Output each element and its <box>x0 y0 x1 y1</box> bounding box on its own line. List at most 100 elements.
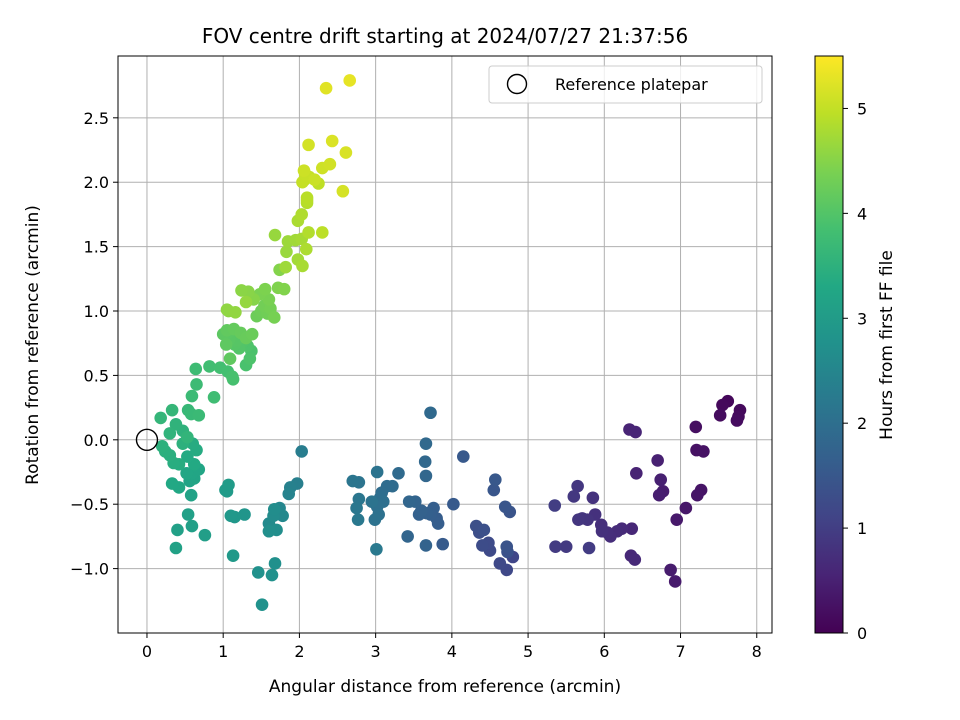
legend-label: Reference platepar <box>555 75 708 94</box>
data-point <box>419 469 433 483</box>
data-point <box>489 473 502 487</box>
data-point <box>180 466 193 480</box>
data-point <box>419 539 433 552</box>
data-point <box>339 146 353 159</box>
data-point <box>351 513 365 526</box>
x-axis-title: Angular distance from reference (arcmin) <box>269 677 621 697</box>
data-point <box>336 184 350 198</box>
y-axis-title: Rotation from reference (arcmin) <box>23 205 43 485</box>
data-point <box>368 513 382 526</box>
colorbar-tick-label: 1 <box>857 519 867 538</box>
y-tick-label: 2.5 <box>84 109 109 128</box>
data-point <box>549 540 562 554</box>
legend-marker-open-circle <box>506 73 528 95</box>
x-tick-label: 2 <box>294 642 304 661</box>
data-point <box>203 360 216 373</box>
data-point <box>456 450 470 463</box>
data-point <box>181 450 194 463</box>
data-point <box>185 389 199 403</box>
data-point <box>198 528 212 542</box>
grid-lines <box>118 56 772 633</box>
x-tick-label: 5 <box>523 642 533 661</box>
y-axis-ticks: −1.0 −0.5 0.0 0.5 1.0 1.5 2.0 2.5 <box>70 109 118 579</box>
reference-marker <box>135 428 159 452</box>
x-axis-ticks: 0 1 2 3 4 5 6 7 8 <box>142 633 762 661</box>
data-point <box>302 138 315 152</box>
data-point <box>447 497 460 511</box>
data-point <box>262 293 276 306</box>
data-point <box>243 352 257 365</box>
data-point <box>267 503 281 516</box>
data-point <box>181 430 194 444</box>
data-point <box>165 477 179 490</box>
data-point <box>493 557 507 570</box>
data-point <box>586 491 600 505</box>
data-point <box>268 557 282 570</box>
data-point <box>713 409 727 422</box>
data-point <box>415 504 428 517</box>
data-point <box>192 409 206 422</box>
data-point <box>498 500 512 514</box>
data-point <box>169 541 183 555</box>
data-point <box>154 411 167 425</box>
data-point <box>282 487 296 501</box>
data-point <box>219 338 233 351</box>
colorbar-tick-label: 4 <box>857 204 867 223</box>
data-point <box>190 378 203 391</box>
data-point <box>652 488 666 502</box>
data-point <box>255 598 269 611</box>
legend: Reference platepar <box>488 65 763 104</box>
data-point <box>500 540 514 554</box>
data-point <box>280 245 293 259</box>
data-point <box>431 517 445 530</box>
data-point <box>239 295 253 309</box>
data-point <box>184 488 198 502</box>
data-point <box>567 490 581 503</box>
data-point <box>323 157 337 171</box>
data-point <box>235 284 248 297</box>
x-tick-label: 6 <box>599 642 609 661</box>
colorbar-tick-label: 3 <box>857 309 867 328</box>
data-point <box>226 370 239 383</box>
data-point <box>691 488 704 502</box>
data-point <box>258 282 272 296</box>
y-tick-label: 2.0 <box>84 173 109 192</box>
data-point <box>185 519 199 533</box>
x-tick-label: 4 <box>447 642 457 661</box>
data-point <box>572 513 585 526</box>
data-point <box>628 553 642 566</box>
data-point <box>424 406 437 420</box>
reference-platepar-point <box>135 428 159 452</box>
data-point <box>697 445 710 458</box>
data-point <box>279 260 292 274</box>
data-point <box>476 539 489 552</box>
data-points <box>154 74 747 611</box>
data-point <box>155 439 169 453</box>
data-point <box>295 445 308 458</box>
data-point <box>582 541 596 555</box>
data-point <box>302 226 315 239</box>
data-point <box>226 549 240 563</box>
x-tick-label: 7 <box>675 642 685 661</box>
data-point <box>297 164 311 177</box>
data-point <box>559 540 573 554</box>
data-point <box>668 575 682 588</box>
y-tick-label: −0.5 <box>70 495 109 514</box>
data-point <box>664 563 677 577</box>
data-point <box>402 495 416 508</box>
data-point <box>181 508 195 521</box>
data-point <box>630 466 643 480</box>
data-point <box>370 542 383 556</box>
data-point <box>477 523 491 537</box>
x-tick-label: 8 <box>752 642 762 661</box>
data-point <box>308 173 321 186</box>
data-point <box>222 478 235 492</box>
data-point <box>343 74 357 87</box>
data-point <box>401 530 414 543</box>
data-point <box>418 455 432 469</box>
y-tick-label: 0.0 <box>84 431 109 450</box>
data-point <box>165 403 179 417</box>
y-tick-label: 1.0 <box>84 302 109 321</box>
data-point <box>189 362 203 376</box>
